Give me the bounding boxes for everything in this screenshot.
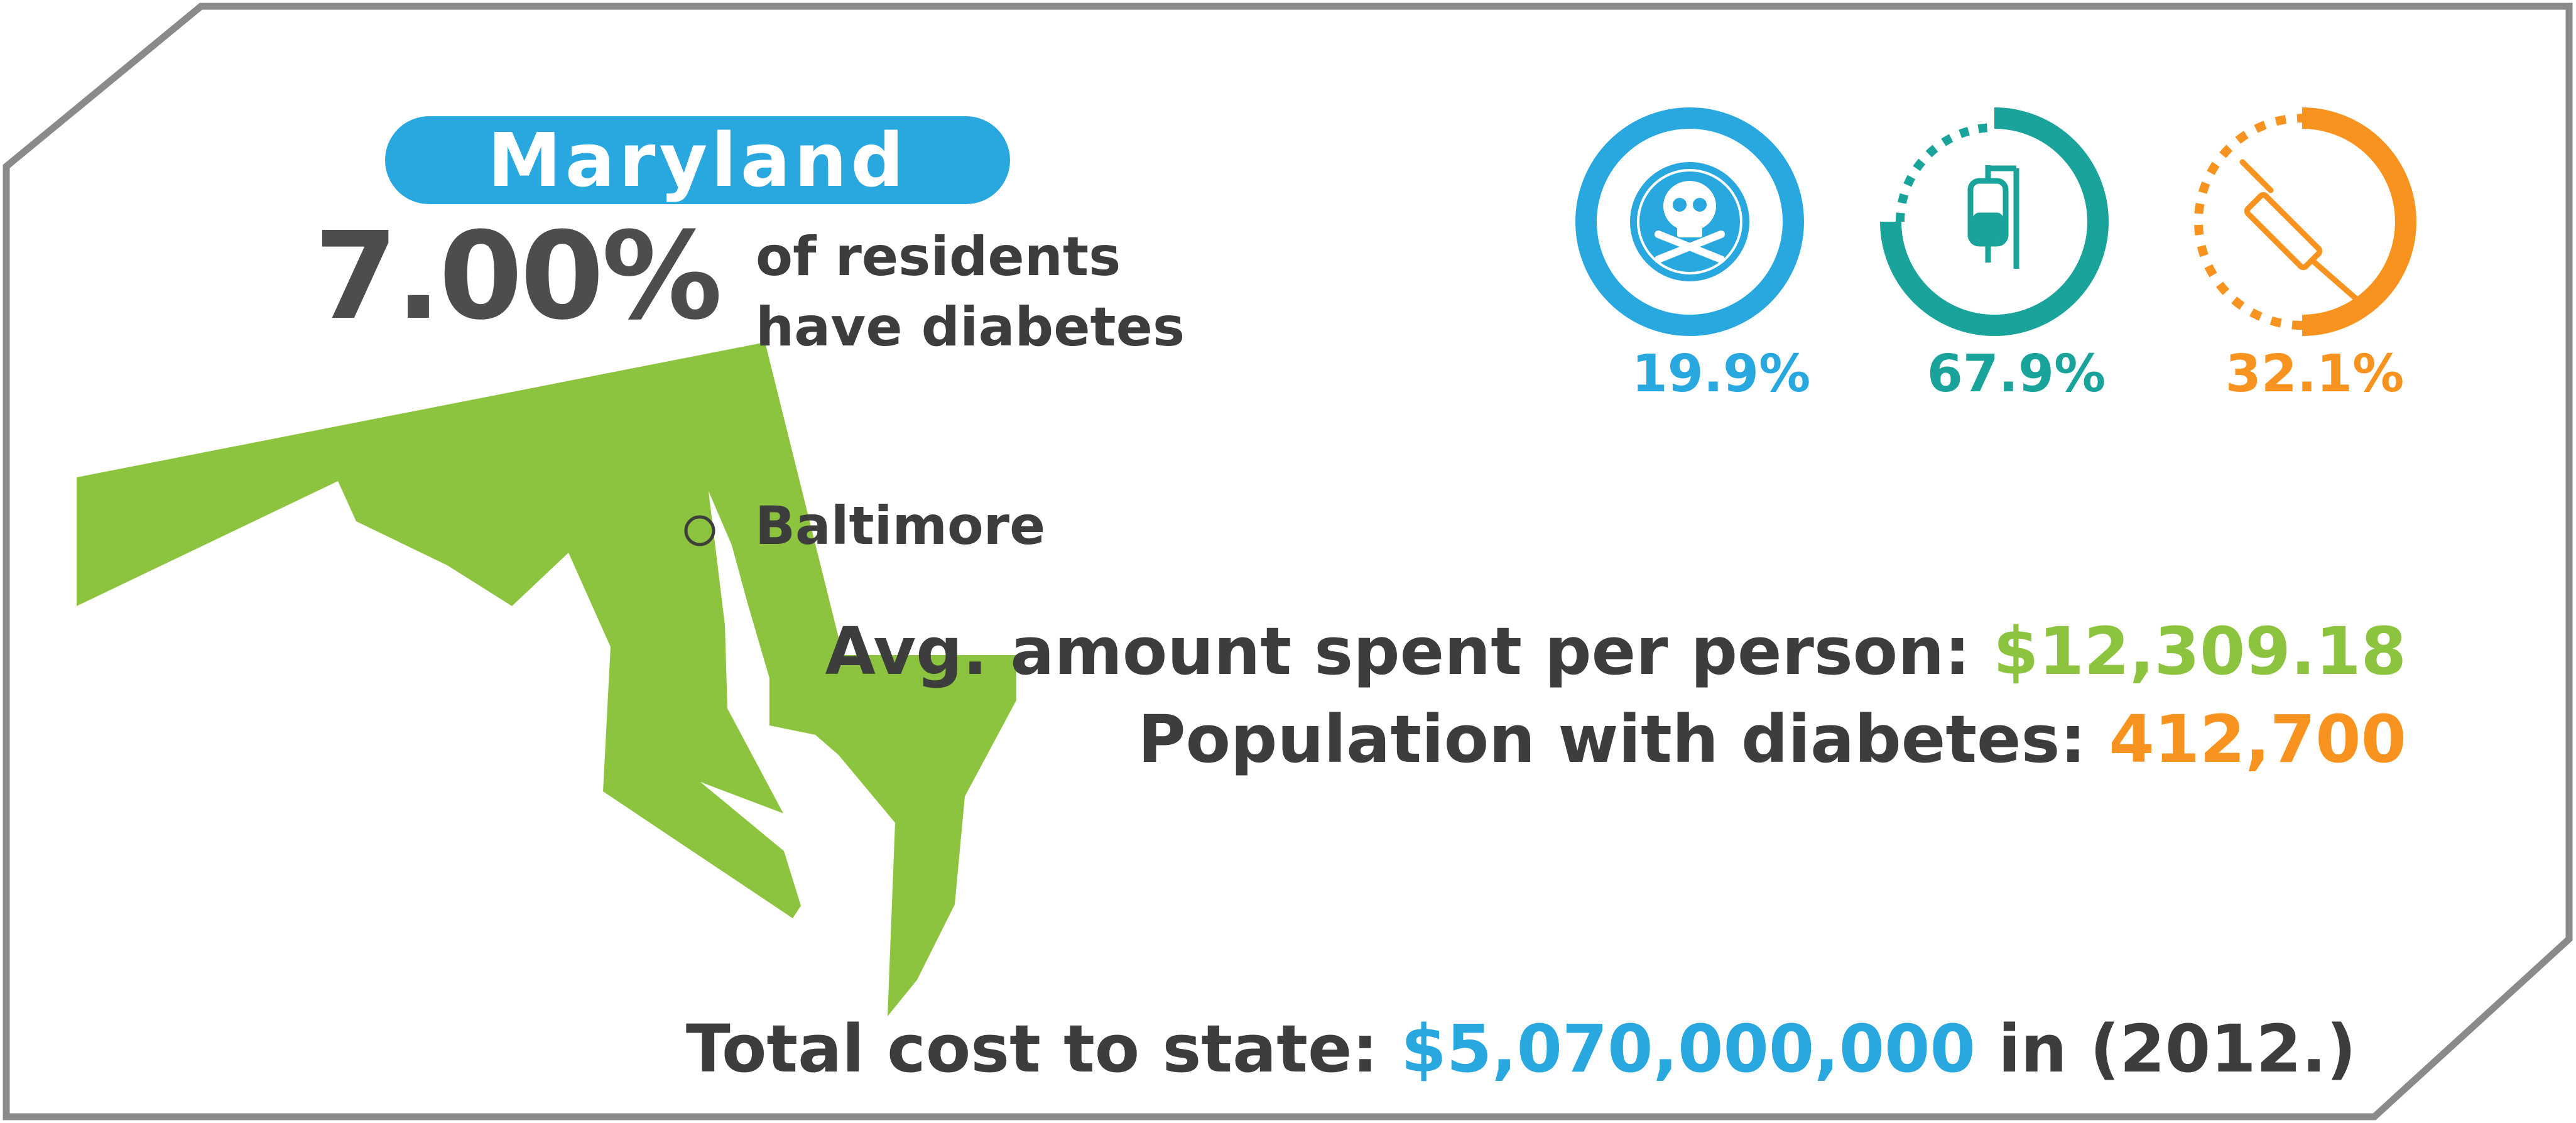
ring-mortality-value: 19.9% bbox=[1631, 344, 1811, 404]
total-cost-label: Total cost to state: bbox=[685, 1011, 1379, 1087]
state-name: Maryland bbox=[487, 117, 908, 203]
rate-caption: of residents have diabetes bbox=[756, 222, 1185, 362]
skull-crossbones-icon bbox=[1655, 181, 1725, 263]
total-cost-line: Total cost to state: $5,070,000,000 in (… bbox=[686, 1016, 2356, 1082]
rate-caption-line1: of residents bbox=[756, 225, 1121, 288]
population-line: Population with diabetes: 412,700 bbox=[1138, 707, 2406, 772]
total-cost-suffix: in (2012.) bbox=[1998, 1011, 2356, 1087]
iv-bag-icon bbox=[1967, 165, 2019, 269]
ring-treatment-value: 67.9% bbox=[1927, 344, 2106, 404]
rate-caption-line2: have diabetes bbox=[756, 296, 1185, 359]
baltimore-marker bbox=[684, 515, 715, 546]
ring-treatment bbox=[1875, 106, 2114, 357]
ring-insulin bbox=[2183, 106, 2421, 357]
diabetes-rate: 7.00% bbox=[314, 207, 722, 347]
population-value: 412,700 bbox=[2109, 701, 2406, 778]
avg-spent-value: $12,309.18 bbox=[1993, 613, 2406, 690]
total-cost-value: $5,070,000,000 bbox=[1401, 1011, 1975, 1087]
avg-spent-label: Avg. amount spent per person: bbox=[825, 613, 1970, 690]
syringe-icon bbox=[2239, 159, 2368, 310]
maryland-shape bbox=[77, 342, 1016, 1016]
avg-spent-line: Avg. amount spent per person: $12,309.18 bbox=[825, 619, 2406, 684]
ring-mortality bbox=[1570, 106, 1809, 357]
state-title-pill: Maryland bbox=[385, 116, 1010, 204]
population-label: Population with diabetes: bbox=[1138, 701, 2087, 778]
city-label: Baltimore bbox=[755, 495, 1046, 556]
ring-insulin-value: 32.1% bbox=[2225, 344, 2405, 404]
